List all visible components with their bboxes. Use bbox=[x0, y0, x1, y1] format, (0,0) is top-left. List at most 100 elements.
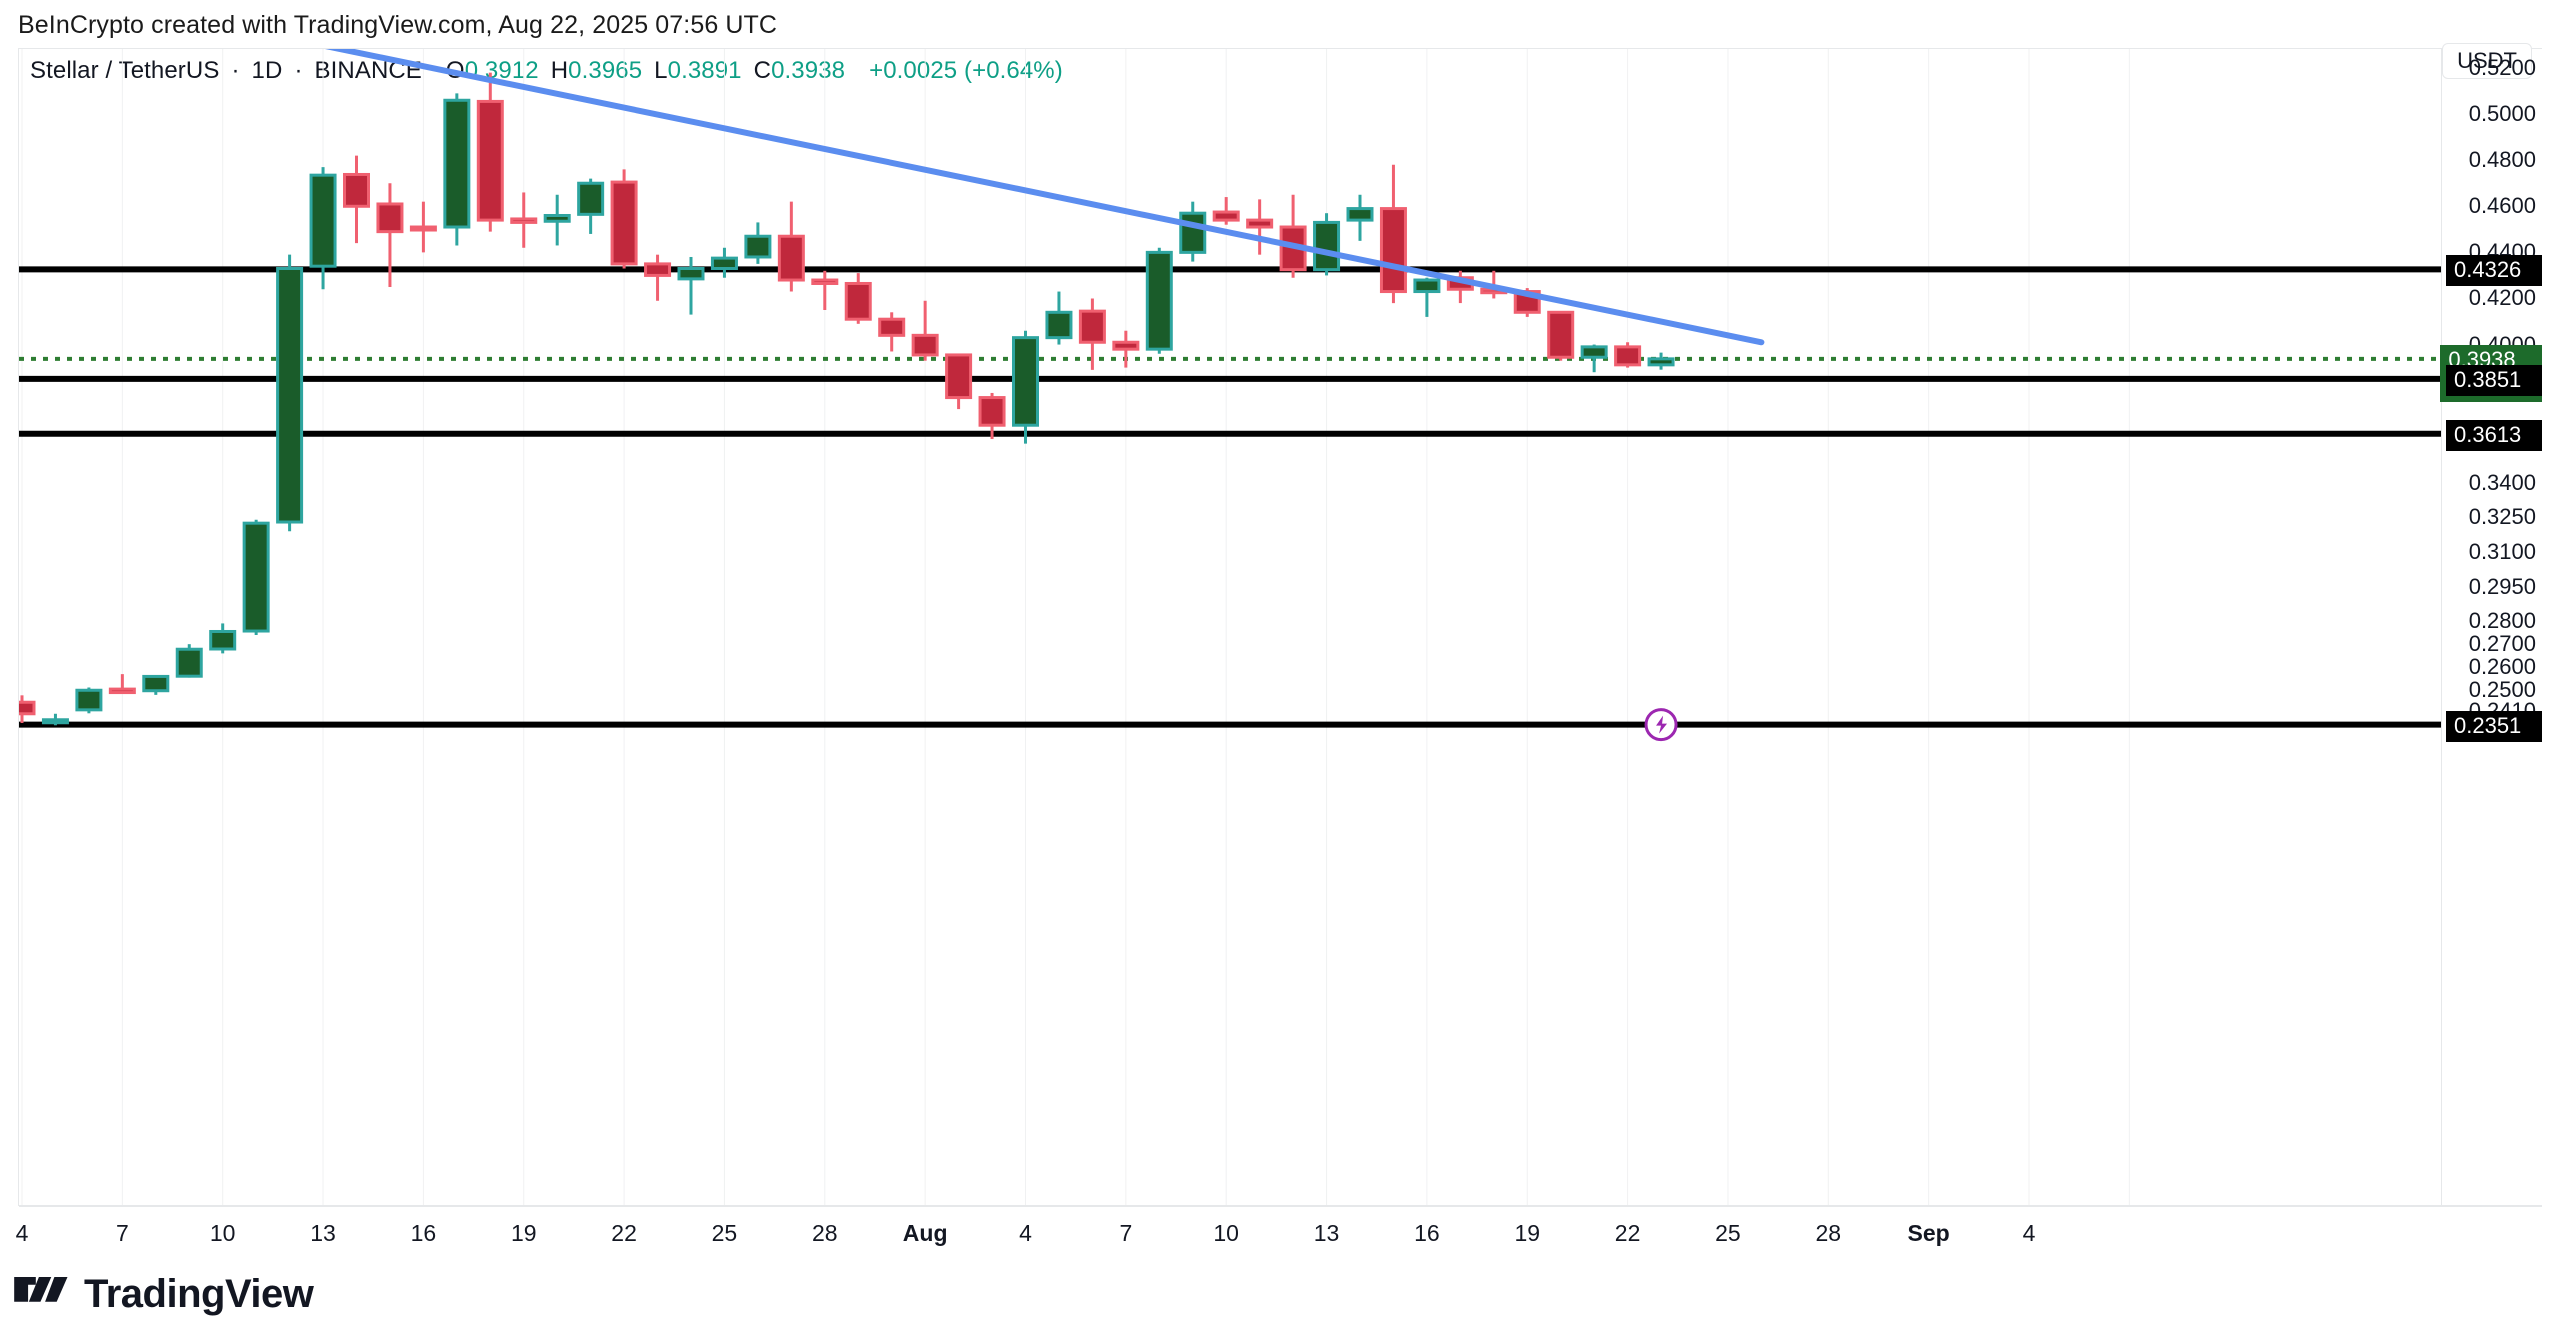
price-tick: 0.3400 bbox=[2468, 469, 2536, 495]
candle-body bbox=[610, 180, 638, 266]
candle-body bbox=[19, 700, 36, 716]
candle-body bbox=[175, 647, 203, 678]
legend-separator-2: · bbox=[294, 57, 303, 84]
candle-body bbox=[276, 267, 304, 524]
candle-Aug-10[interactable] bbox=[1246, 199, 1274, 255]
candle-body bbox=[1212, 210, 1240, 222]
candle-Jul-08[interactable] bbox=[142, 674, 170, 695]
time-tick: 4 bbox=[2022, 1220, 2036, 1246]
candle-Aug-06[interactable] bbox=[1112, 330, 1140, 368]
time-tick: 25 bbox=[1715, 1220, 1741, 1246]
time-tick: 7 bbox=[1119, 1220, 1133, 1246]
candle-body bbox=[978, 396, 1006, 427]
candle-Aug-19[interactable] bbox=[1547, 310, 1575, 361]
candle-Jul-05[interactable] bbox=[41, 713, 69, 726]
legend-interval[interactable]: 1D bbox=[251, 57, 283, 84]
candle-Jul-12[interactable] bbox=[276, 254, 304, 532]
candle-Jul-30[interactable] bbox=[878, 312, 906, 352]
time-axis[interactable]: 4 7 10 13 16 19 22 25 28 Aug 4 7 10 13 16 19 22 25 28 Sep 4 bbox=[16, 1206, 2542, 1261]
legend-low-label: L bbox=[654, 57, 668, 84]
candle-Jul-21[interactable] bbox=[577, 178, 605, 234]
candle-Aug-21[interactable] bbox=[1614, 342, 1642, 368]
candle-body bbox=[1346, 207, 1374, 222]
candle-body bbox=[443, 98, 471, 229]
earnings-bolt-marker[interactable] bbox=[1644, 708, 1678, 742]
candle-Jul-23[interactable] bbox=[644, 254, 672, 301]
price-tick: 0.2500 bbox=[2468, 677, 2536, 703]
candle-Jul-11[interactable] bbox=[242, 519, 270, 635]
price-tag-0-2351[interactable]: 0.2351 bbox=[2446, 710, 2542, 742]
candle-Aug-09[interactable] bbox=[1212, 197, 1240, 225]
candle-body bbox=[911, 333, 939, 357]
time-tick: 13 bbox=[310, 1220, 336, 1246]
price-tick: 0.2800 bbox=[2468, 608, 2536, 634]
candle-Jul-13[interactable] bbox=[309, 167, 337, 290]
candle-body bbox=[476, 99, 504, 222]
candle-Jul-15[interactable] bbox=[376, 183, 404, 287]
candle-Aug-01[interactable] bbox=[945, 353, 973, 410]
price-tick: 0.2600 bbox=[2468, 654, 2536, 680]
candle-Aug-12[interactable] bbox=[1313, 213, 1341, 276]
candle-body bbox=[242, 521, 270, 633]
candle-Aug-02[interactable] bbox=[978, 392, 1006, 440]
candle-Aug-05[interactable] bbox=[1078, 298, 1106, 370]
price-axis[interactable]: USDT 0.5200 0.5000 0.4800 0.4600 0.4400 0.420… bbox=[2440, 43, 2542, 1205]
candle-Aug-15[interactable] bbox=[1413, 277, 1441, 317]
candle-Jul-22[interactable] bbox=[610, 169, 638, 269]
price-tag-0-4326[interactable]: 0.4326 bbox=[2446, 255, 2542, 287]
price-axis-divider bbox=[2441, 49, 2442, 1206]
candle-Aug-14[interactable] bbox=[1379, 164, 1407, 304]
candle-Jul-07[interactable] bbox=[108, 674, 136, 695]
trendline[interactable] bbox=[309, 49, 1765, 346]
candle-Jul-31[interactable] bbox=[911, 300, 939, 361]
price-tag-0-3613[interactable]: 0.3613 bbox=[2446, 419, 2542, 451]
candle-Jul-04[interactable] bbox=[19, 695, 36, 723]
attribution-text: BeInCrypto created with TradingView.com,… bbox=[18, 11, 778, 39]
candle-Aug-20[interactable] bbox=[1580, 344, 1608, 373]
candle-body bbox=[1179, 211, 1207, 254]
tradingview-wordmark: TradingView bbox=[84, 1272, 314, 1316]
candle-Aug-07[interactable] bbox=[1145, 247, 1173, 354]
candle-Aug-04[interactable] bbox=[1045, 291, 1073, 345]
candle-Jul-06[interactable] bbox=[75, 687, 103, 714]
legend-symbol[interactable]: Stellar / TetherUS bbox=[30, 57, 220, 84]
candle-Jul-14[interactable] bbox=[343, 155, 370, 244]
candle-Jul-10[interactable] bbox=[209, 623, 237, 654]
candle-Aug-08[interactable] bbox=[1179, 201, 1207, 262]
candle-Jul-27[interactable] bbox=[777, 201, 805, 292]
time-tick: 25 bbox=[711, 1220, 738, 1246]
time-tick: 10 bbox=[1213, 1220, 1239, 1246]
price-tag-0-3851[interactable]: 0.3851 bbox=[2446, 364, 2542, 396]
legend-change: +0.0025 (+0.64%) bbox=[869, 57, 1063, 84]
candle-body bbox=[41, 718, 69, 725]
legend-close-value: 0.3938 bbox=[771, 57, 846, 84]
candle-Jul-16[interactable] bbox=[409, 201, 437, 253]
candle-body bbox=[142, 674, 170, 693]
price-tick: 0.2950 bbox=[2468, 573, 2536, 599]
candle-body bbox=[1647, 357, 1675, 367]
candle-Jul-28[interactable] bbox=[811, 270, 839, 310]
candle-Aug-13[interactable] bbox=[1346, 194, 1374, 241]
candle-Jul-18[interactable] bbox=[476, 72, 504, 232]
candle-Jul-20[interactable] bbox=[543, 194, 571, 246]
time-tick: 13 bbox=[1313, 1220, 1340, 1246]
candle-Aug-22[interactable] bbox=[1647, 352, 1675, 370]
candle-Aug-11[interactable] bbox=[1279, 194, 1307, 278]
candle-Jul-26[interactable] bbox=[744, 222, 772, 264]
candle-Jul-09[interactable] bbox=[175, 644, 203, 678]
price-tick: 0.5200 bbox=[2468, 55, 2536, 80]
candle-Jul-24[interactable] bbox=[677, 256, 705, 315]
candle-Jul-19[interactable] bbox=[510, 192, 538, 248]
plot-svg bbox=[19, 49, 2441, 1205]
legend-high-label: H bbox=[550, 57, 569, 84]
candle-body bbox=[309, 173, 337, 268]
time-tick: 7 bbox=[115, 1220, 129, 1246]
candle-body bbox=[108, 687, 136, 695]
candle-Jul-17[interactable] bbox=[443, 93, 471, 246]
candlestick-plot[interactable] bbox=[19, 49, 2441, 1205]
candle-Aug-03[interactable] bbox=[1012, 330, 1039, 444]
candle-body bbox=[811, 278, 839, 285]
candle-body bbox=[1413, 278, 1441, 294]
candle-Jul-29[interactable] bbox=[844, 273, 872, 324]
candle-Jul-25[interactable] bbox=[710, 247, 738, 278]
